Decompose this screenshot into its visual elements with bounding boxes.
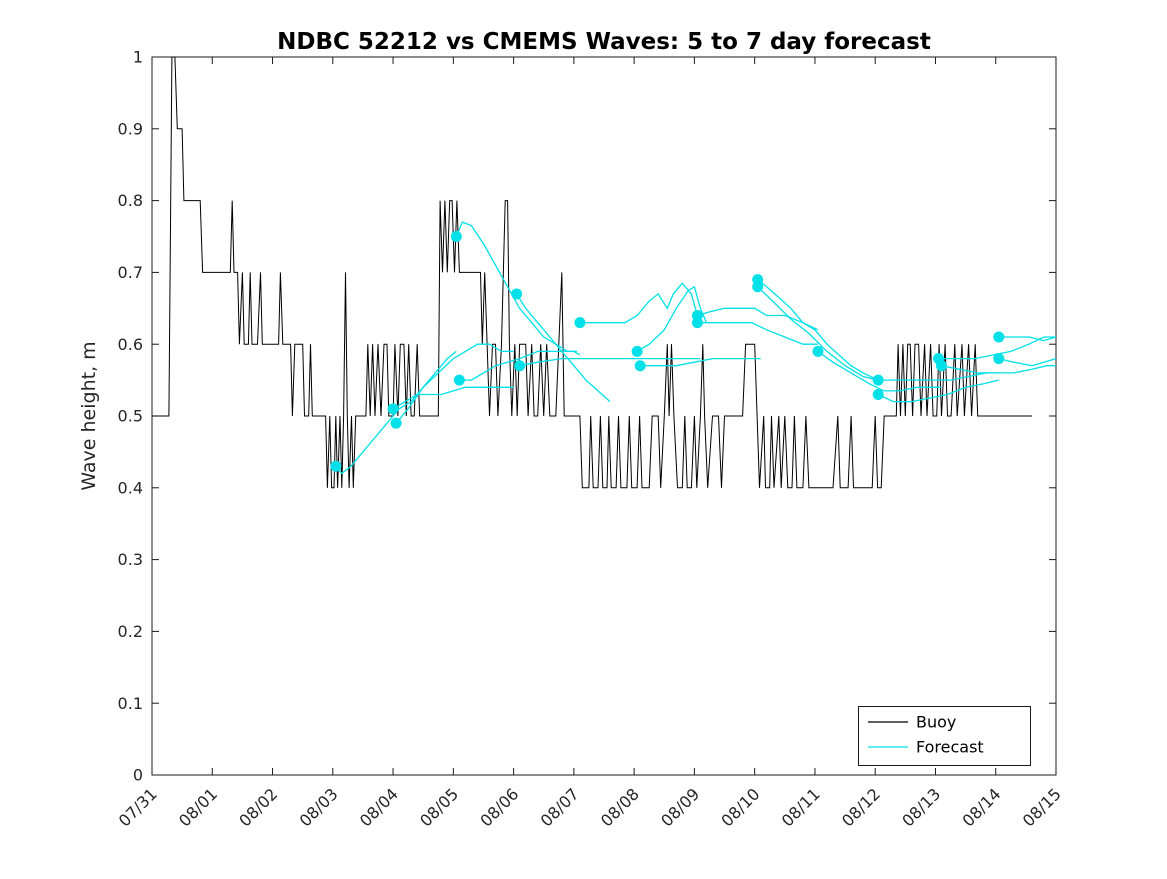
forecast-start-marker (691, 317, 703, 329)
forecast-line (395, 343, 514, 424)
y-tick-label: 0.5 (118, 407, 143, 426)
y-tick-label: 1 (133, 48, 143, 67)
y-tick-label: 0.1 (118, 694, 143, 713)
forecast-start-marker (450, 231, 462, 242)
x-tick-label: 08/08 (597, 784, 643, 830)
forecast-line (757, 279, 879, 381)
x-tick-label: 08/02 (235, 784, 281, 830)
x-tick-label: 08/06 (476, 784, 522, 830)
x-tick-label: 08/10 (717, 784, 763, 830)
y-tick-label: 0.3 (118, 550, 143, 569)
forecast-line (519, 357, 701, 367)
forecast-start-marker (390, 417, 402, 429)
x-tick-label: 08/14 (959, 784, 1005, 830)
x-tick-label: 08/04 (356, 784, 402, 830)
x-tick-label: 07/31 (115, 784, 161, 830)
forecast-start-marker (993, 331, 1005, 343)
y-tick-label: 0.7 (118, 263, 143, 282)
legend-entry-label: Buoy (916, 713, 956, 732)
x-tick-label: 08/11 (778, 784, 824, 830)
forecast-start-marker (453, 374, 465, 386)
x-tick-label: 08/15 (1019, 784, 1065, 830)
forecast-line (335, 350, 457, 475)
y-tick-label: 0.8 (118, 191, 143, 210)
y-tick-label: 0.2 (118, 622, 143, 641)
forecast-line (998, 336, 1057, 342)
forecast-start-marker (872, 388, 884, 400)
forecast-start-marker (574, 317, 586, 329)
x-tick-label: 08/03 (296, 784, 342, 830)
forecast-line (941, 365, 1056, 374)
chart-title: NDBC 52212 vs CMEMS Waves: 5 to 7 day fo… (277, 29, 931, 55)
x-tick-label: 08/09 (657, 784, 703, 830)
y-tick-label: 0.6 (118, 335, 143, 354)
forecast-line (459, 350, 581, 381)
forecast-line (392, 386, 514, 410)
legend-box (858, 706, 1031, 766)
forecast-line (998, 357, 1057, 367)
forecast-start-marker (511, 288, 523, 300)
legend-entry-label: Forecast (916, 738, 984, 757)
forecast-line (697, 322, 818, 345)
forecast-line (697, 307, 819, 331)
forecast-line (938, 336, 1056, 360)
forecast-line (817, 350, 942, 392)
forecast-line (877, 379, 999, 403)
forecast-line (636, 285, 708, 352)
y-tick-label: 0.4 (118, 478, 143, 497)
x-tick-label: 08/05 (416, 784, 462, 830)
series-layer (152, 56, 1057, 489)
forecast-start-marker (872, 374, 884, 386)
axes-box (151, 56, 1057, 776)
forecast-line (640, 357, 761, 367)
x-tick-label: 08/07 (537, 784, 583, 830)
forecast-start-marker (514, 360, 526, 372)
forecast-start-marker (993, 353, 1005, 365)
y-axis-label: Wave height, m (78, 341, 100, 490)
forecast-start-marker (634, 360, 646, 372)
forecast-line (757, 286, 879, 381)
y-tick-label: 0 (133, 766, 143, 785)
legend: Buoy Forecast (858, 706, 1031, 766)
forecast-start-marker (812, 345, 824, 357)
forecast-line (516, 293, 611, 403)
x-tick-label: 08/01 (175, 784, 221, 830)
y-tick-label: 0.9 (118, 119, 143, 138)
forecast-start-marker (752, 281, 764, 293)
forecast-start-marker (631, 345, 643, 357)
buoy-line (152, 56, 1032, 489)
x-tick-label: 08/13 (898, 784, 944, 830)
x-tick-label: 08/12 (838, 784, 884, 830)
forecast-start-marker (935, 360, 947, 372)
forecast-start-marker (387, 403, 399, 415)
forecast-line (579, 282, 699, 324)
forecast-start-marker (330, 460, 342, 472)
